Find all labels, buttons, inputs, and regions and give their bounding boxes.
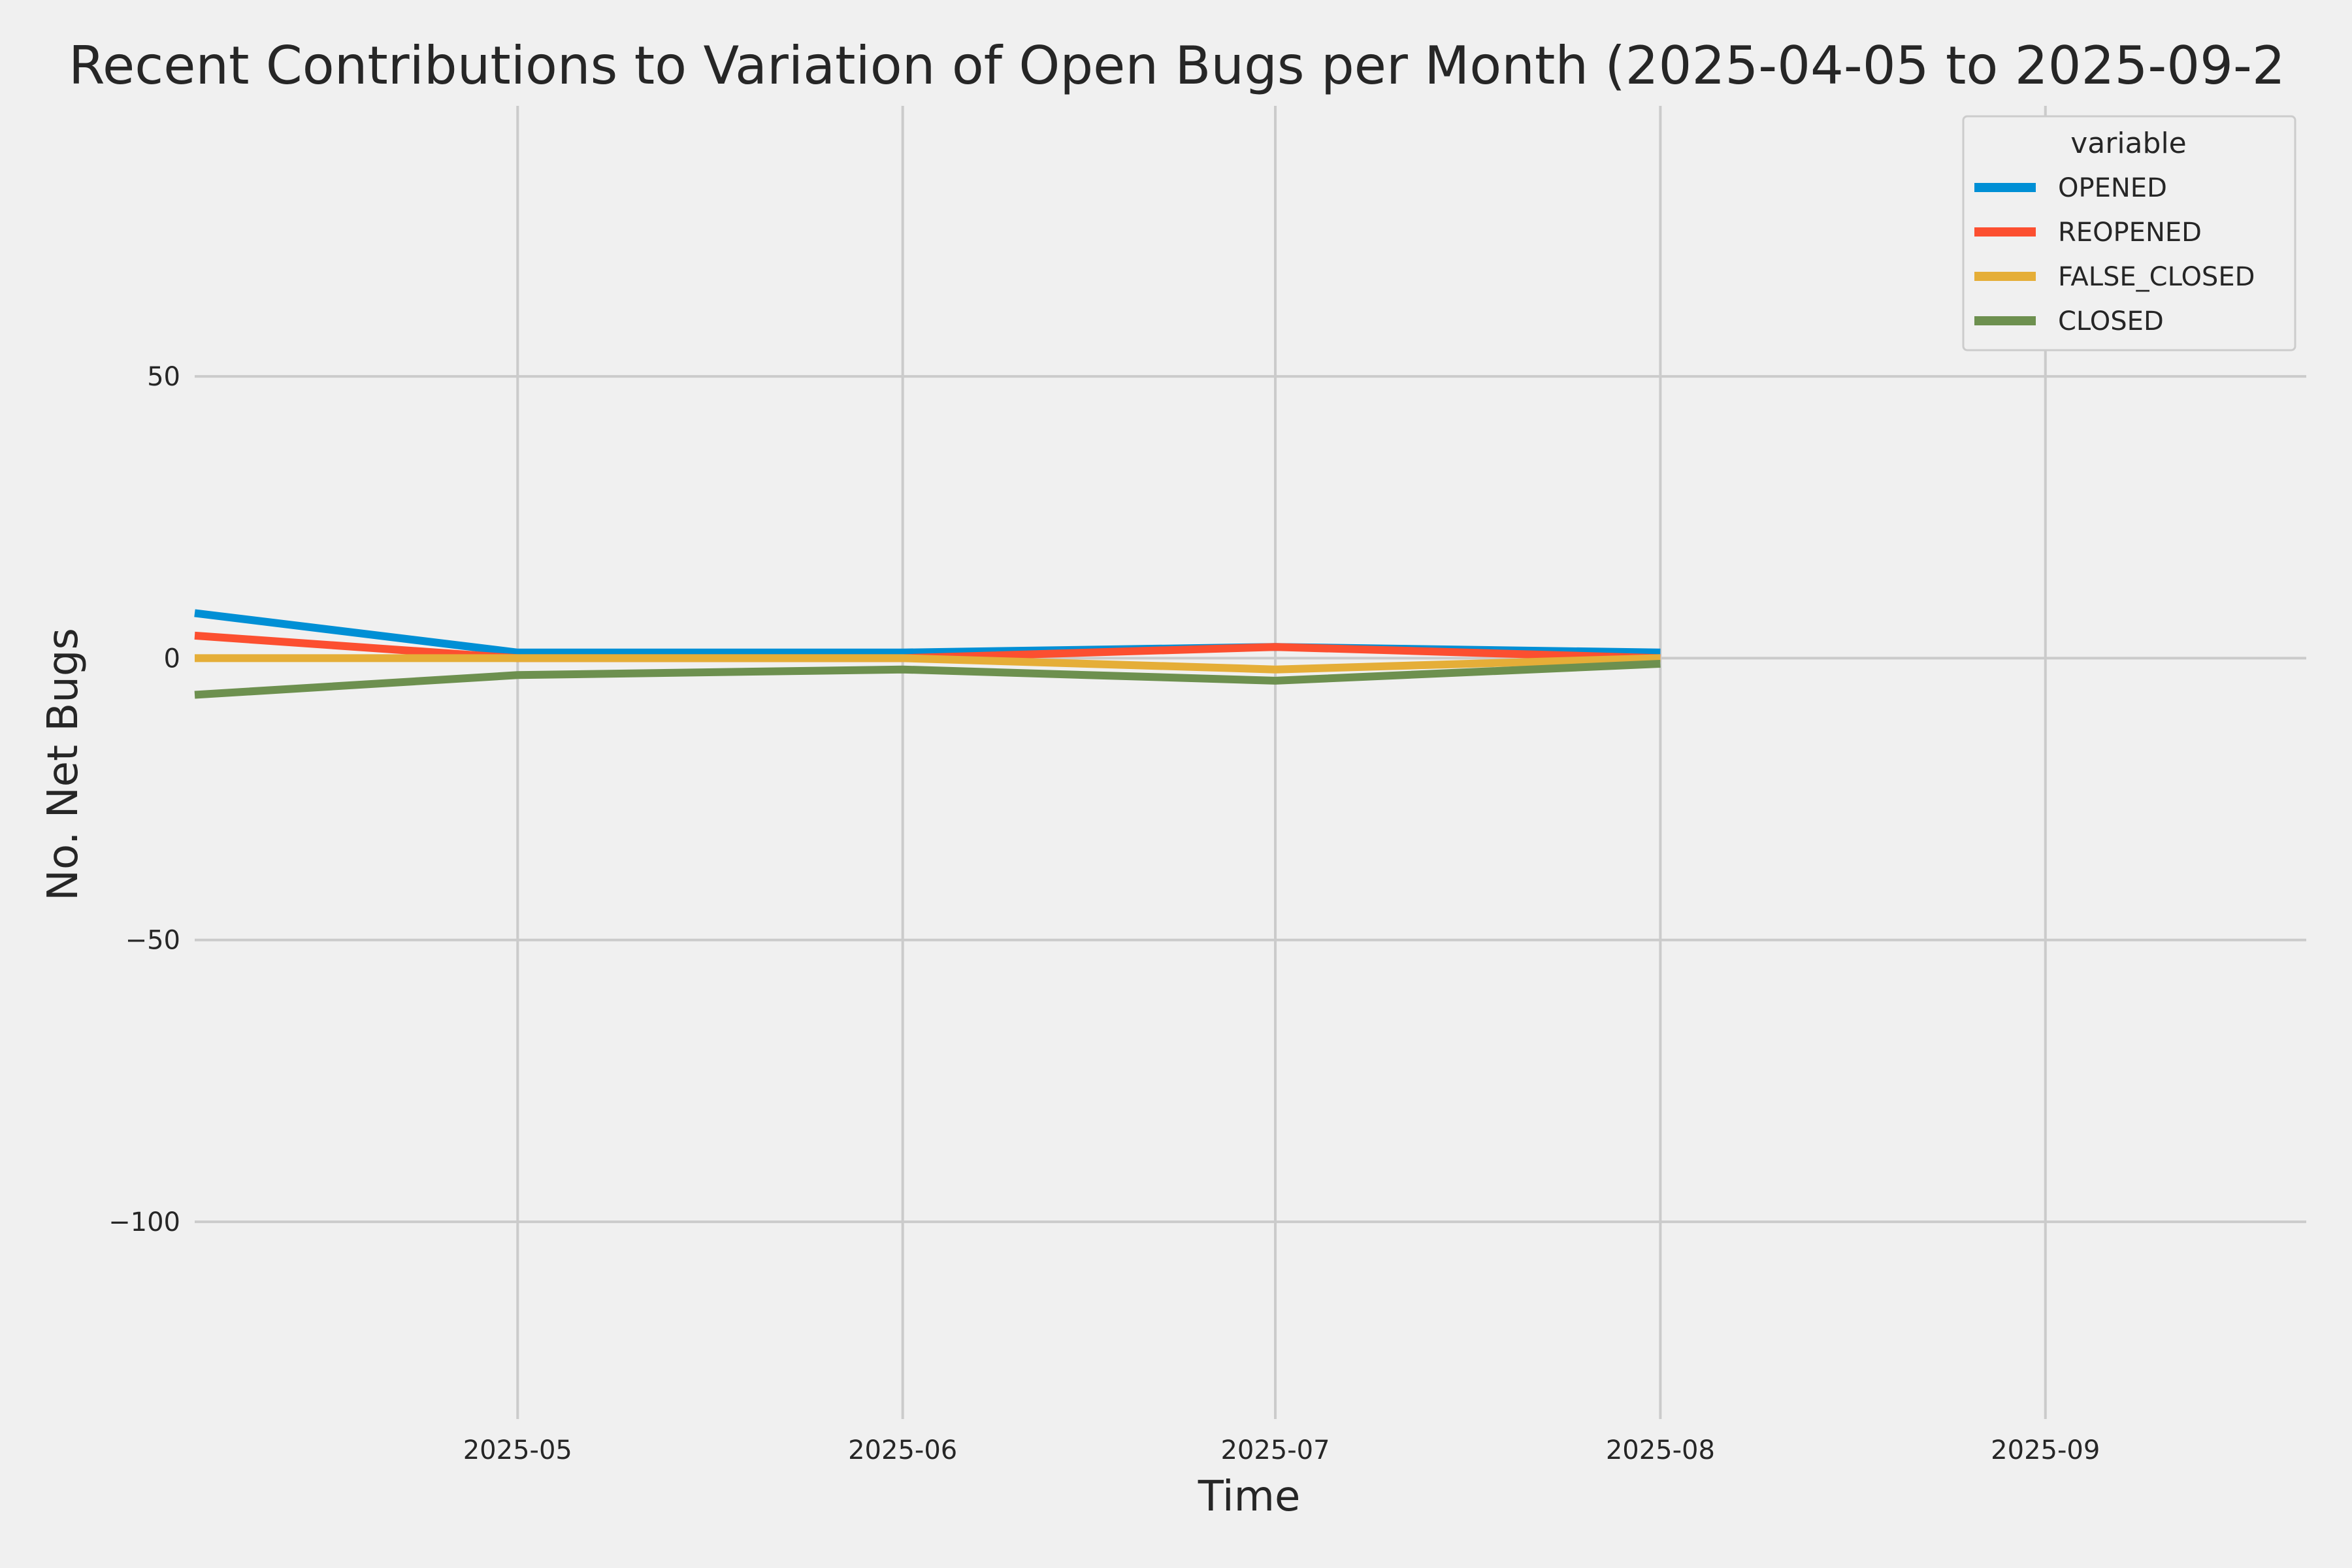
chart-title: Recent Contributions to Variation of Ope… [69, 35, 2285, 96]
legend-label-opened: OPENED [2058, 173, 2167, 203]
legend-title: variable [2070, 127, 2187, 160]
x-axis-label: Time [1198, 1473, 1301, 1521]
y-gridlines [195, 375, 2306, 1224]
legend-box [1962, 115, 2296, 351]
legend-items: OPENED REOPENED FALSE_CLOSED CLOSED [1974, 173, 2255, 336]
x-tick-label: 2025-07 [1220, 1435, 1330, 1465]
legend-label-closed: CLOSED [2058, 306, 2164, 336]
x-tick-label: 2025-09 [1991, 1435, 2100, 1465]
series-lines [194, 609, 1661, 699]
legend-label-false-closed: FALSE_CLOSED [2058, 262, 2255, 292]
y-axis-label: No. Net Bugs [39, 628, 88, 901]
x-tick-label: 2025-06 [848, 1435, 957, 1465]
x-tick-label: 2025-05 [463, 1435, 572, 1465]
x-axis-ticks: 2025-05 2025-06 2025-07 2025-08 2025-09 [463, 1435, 2100, 1465]
y-tick-label: −50 [125, 926, 180, 956]
y-tick-label: 0 [164, 644, 180, 674]
series-line-opened [194, 609, 1661, 657]
y-tick-label: 50 [147, 362, 180, 392]
y-axis-ticks: 50 0 −50 −100 [108, 362, 180, 1237]
y-tick-label: −100 [108, 1207, 180, 1237]
series-line-closed [194, 660, 1661, 699]
series-line-false-closed [195, 654, 1661, 674]
x-tick-label: 2025-08 [1606, 1435, 1715, 1465]
legend-label-reopened: REOPENED [2058, 218, 2202, 248]
legend: variable OPENED REOPENED FALSE_CLOSED CLOSE… [1962, 115, 2296, 351]
